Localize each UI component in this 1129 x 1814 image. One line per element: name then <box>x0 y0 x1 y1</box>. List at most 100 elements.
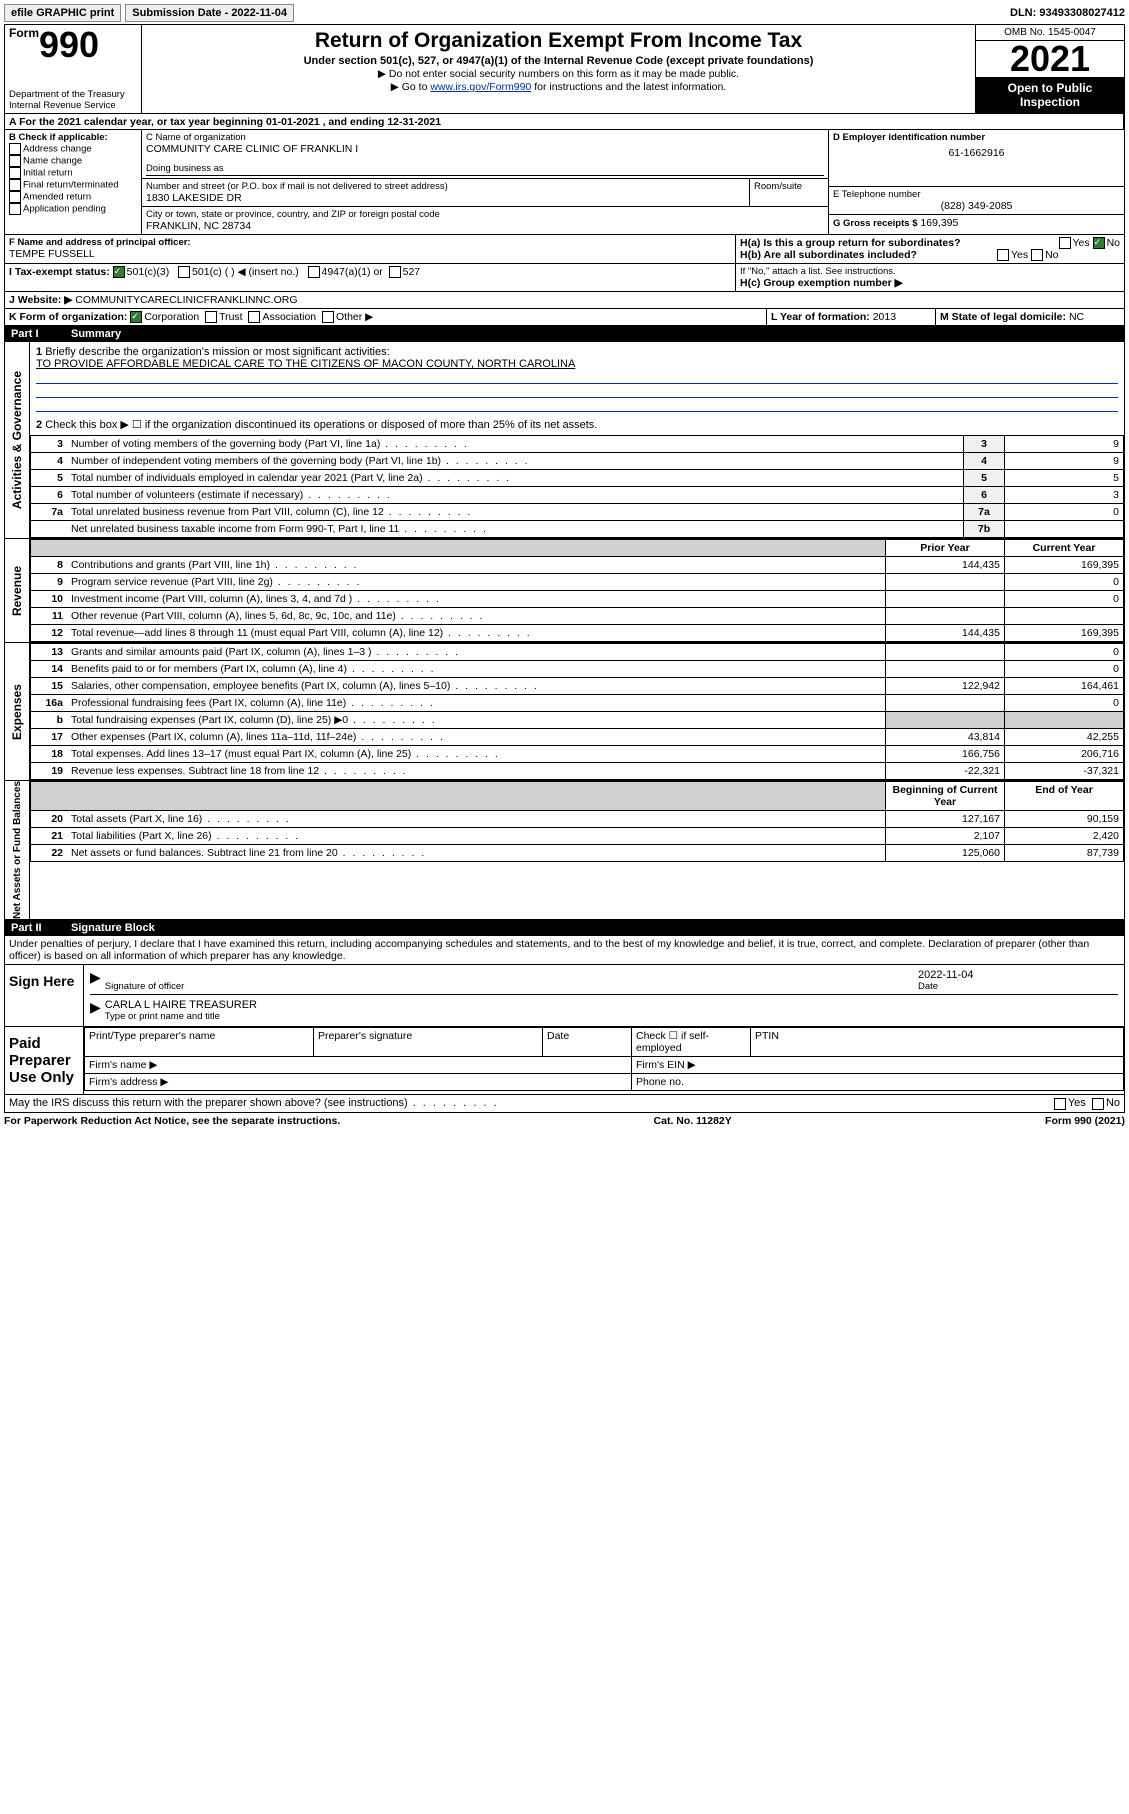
website-note: ▶ Go to www.irs.gov/Form990 for instruct… <box>148 81 969 93</box>
501c-checkbox[interactable] <box>178 266 190 278</box>
self-emp-label: Check ☐ if self-employed <box>632 1028 751 1057</box>
sig-date-label: Date <box>918 981 1118 992</box>
sign-here-row: Sign Here ▶ Signature of officer 2022-11… <box>5 964 1124 1026</box>
discuss-yes-checkbox[interactable] <box>1054 1098 1066 1110</box>
printed-name-label: Type or print name and title <box>105 1011 1118 1022</box>
irs-discuss-text: May the IRS discuss this return with the… <box>9 1097 499 1109</box>
netassets-section: Net Assets or Fund Balances Beginning of… <box>5 781 1124 920</box>
ha-yes-checkbox[interactable] <box>1059 237 1071 249</box>
part1-title: Summary <box>71 328 121 340</box>
h-a: H(a) Is this a group return for subordin… <box>740 237 1120 249</box>
phone-label: E Telephone number <box>833 189 1120 200</box>
corp-checkbox[interactable] <box>130 311 142 323</box>
arrow-icon: ▶ <box>90 969 101 992</box>
b-checkbox-item[interactable]: Initial return <box>9 167 137 179</box>
page-footer: For Paperwork Reduction Act Notice, see … <box>4 1113 1125 1129</box>
b-checkbox-item[interactable]: Final return/terminated <box>9 179 137 191</box>
prep-name-label: Print/Type preparer's name <box>85 1028 314 1057</box>
tax-status-row: I Tax-exempt status: 501(c)(3) 501(c) ( … <box>5 264 1124 292</box>
section-deg: D Employer identification number 61-1662… <box>829 130 1124 234</box>
revenue-section: Revenue Prior YearCurrent Year8Contribut… <box>5 539 1124 643</box>
hb-no-checkbox[interactable] <box>1031 249 1043 261</box>
addr-label: Number and street (or P.O. box if mail i… <box>146 181 745 192</box>
b-label: B Check if applicable: <box>9 132 137 143</box>
b-checkbox-item[interactable]: Name change <box>9 155 137 167</box>
form-number-box: Form990 Department of the Treasury Inter… <box>5 25 142 113</box>
gross-label: G Gross receipts $ <box>833 218 917 229</box>
form-title: Return of Organization Exempt From Incom… <box>148 29 969 53</box>
sign-here-label: Sign Here <box>5 965 84 1026</box>
submission-button[interactable]: Submission Date - 2022-11-04 <box>125 4 294 22</box>
dln-text: DLN: 93493308027412 <box>1010 7 1125 19</box>
year-formation-label: L Year of formation: <box>771 311 870 323</box>
open-inspection: Open to Public Inspection <box>976 77 1124 113</box>
paid-preparer-row: Paid Preparer Use Only Print/Type prepar… <box>5 1026 1124 1094</box>
ein-label: D Employer identification number <box>833 132 1120 143</box>
org-city: FRANKLIN, NC 28734 <box>146 220 824 232</box>
part2-header: Part II Signature Block <box>5 920 1124 936</box>
part2-title: Signature Block <box>71 922 155 934</box>
officer-h-row: F Name and address of principal officer:… <box>5 235 1124 264</box>
firm-phone-label: Phone no. <box>632 1074 1124 1091</box>
officer-printed-name: CARLA L HAIRE TREASURER <box>105 999 1118 1011</box>
discuss-no-checkbox[interactable] <box>1092 1098 1104 1110</box>
b-checkbox-item[interactable]: Application pending <box>9 203 137 215</box>
form-title-box: Return of Organization Exempt From Incom… <box>142 25 976 113</box>
dept-treasury: Department of the Treasury <box>9 89 137 100</box>
gross-value: 169,395 <box>920 217 958 229</box>
sig-date-value: 2022-11-04 <box>918 969 1118 981</box>
rev-table: Prior YearCurrent Year8Contributions and… <box>30 539 1124 642</box>
paid-prep-label: Paid Preparer Use Only <box>5 1027 84 1094</box>
527-checkbox[interactable] <box>389 266 401 278</box>
ptin-label: PTIN <box>751 1028 1124 1057</box>
firm-addr-label: Firm's address ▶ <box>85 1074 632 1091</box>
part1-num: Part I <box>11 328 71 340</box>
section-b: B Check if applicable: Address changeNam… <box>5 130 142 234</box>
year-formation: 2013 <box>873 311 896 323</box>
form-container: Form990 Department of the Treasury Inter… <box>4 24 1125 1113</box>
form-footer-label: Form 990 (2021) <box>1045 1115 1125 1127</box>
assoc-checkbox[interactable] <box>248 311 260 323</box>
exp-label: Expenses <box>10 684 24 740</box>
b-checkbox-item[interactable]: Amended return <box>9 191 137 203</box>
prep-date-label: Date <box>543 1028 632 1057</box>
irs-link[interactable]: www.irs.gov/Form990 <box>430 81 531 93</box>
domicile-value: NC <box>1069 311 1084 323</box>
phone-value: (828) 349-2085 <box>833 200 1120 212</box>
b-checkbox-item[interactable]: Address change <box>9 143 137 155</box>
irs-discuss-row: May the IRS discuss this return with the… <box>5 1094 1124 1111</box>
org-address: 1830 LAKESIDE DR <box>146 192 745 204</box>
4947-checkbox[interactable] <box>308 266 320 278</box>
tax-year: 2021 <box>976 41 1124 77</box>
arrow-icon: ▶ <box>90 999 101 1022</box>
officer-label: F Name and address of principal officer: <box>9 237 731 248</box>
sig-officer-label: Signature of officer <box>105 981 918 992</box>
rev-label: Revenue <box>10 566 24 616</box>
form-subtitle: Under section 501(c), 527, or 4947(a)(1)… <box>148 55 969 67</box>
other-checkbox[interactable] <box>322 311 334 323</box>
trust-checkbox[interactable] <box>205 311 217 323</box>
prep-sig-label: Preparer's signature <box>314 1028 543 1057</box>
ha-no-checkbox[interactable] <box>1093 237 1105 249</box>
net-label: Net Assets or Fund Balances <box>12 781 23 919</box>
c-name-label: C Name of organization <box>146 132 824 143</box>
exempt-label: I Tax-exempt status: <box>9 266 110 278</box>
efile-button[interactable]: efile GRAPHIC print <box>4 4 121 22</box>
paperwork-notice: For Paperwork Reduction Act Notice, see … <box>4 1115 340 1127</box>
form-prefix: Form <box>9 26 39 40</box>
hb-yes-checkbox[interactable] <box>997 249 1009 261</box>
cat-number: Cat. No. 11282Y <box>654 1115 732 1127</box>
mission-text: TO PROVIDE AFFORDABLE MEDICAL CARE TO TH… <box>36 358 1118 370</box>
ein-value: 61-1662916 <box>833 143 1120 163</box>
top-toolbar: efile GRAPHIC print Submission Date - 20… <box>4 4 1125 22</box>
website-row: J Website: ▶ COMMUNITYCARECLINICFRANKLIN… <box>5 292 1124 309</box>
ssn-note: ▶ Do not enter social security numbers o… <box>148 68 969 80</box>
city-label: City or town, state or province, country… <box>146 209 824 220</box>
org-info-row: B Check if applicable: Address changeNam… <box>5 130 1124 235</box>
perjury-text: Under penalties of perjury, I declare th… <box>5 936 1124 964</box>
form-org-label: K Form of organization: <box>9 311 127 323</box>
officer-name: TEMPE FUSSELL <box>9 248 731 260</box>
form-990-number: 990 <box>39 24 99 65</box>
501c3-checkbox[interactable] <box>113 266 125 278</box>
section-c: C Name of organization COMMUNITY CARE CL… <box>142 130 829 234</box>
